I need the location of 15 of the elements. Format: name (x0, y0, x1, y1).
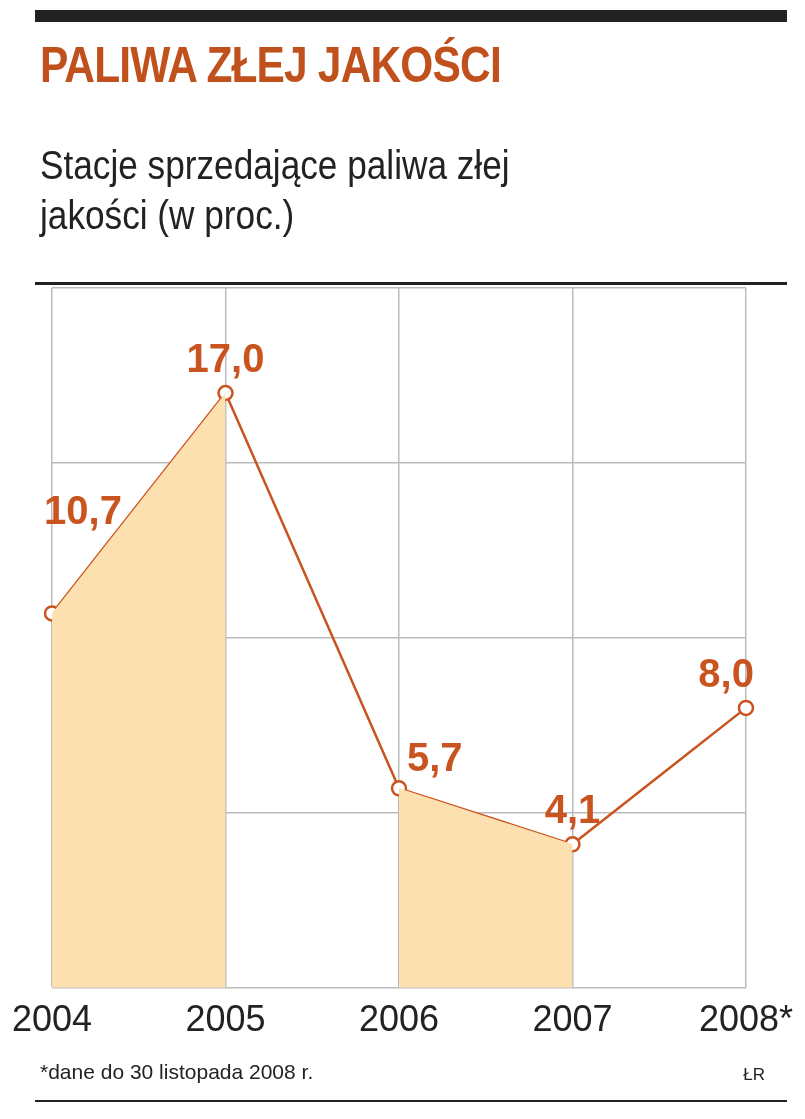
x-tick-label: 2006 (358, 998, 440, 1040)
x-tick-label: 2008* (698, 998, 794, 1040)
data-label: 17,0 (186, 336, 265, 380)
data-label: 10,7 (44, 488, 122, 533)
data-label: 4,1 (544, 787, 601, 832)
x-tick-label: 2004 (12, 998, 93, 1040)
x-tick-label: 2007 (532, 998, 613, 1040)
chart-subtitle: Stacje sprzedające paliwa złej jakości (w proc.) (40, 142, 511, 239)
chart-title: PALIWA ZŁEJ JAKOŚCI (40, 36, 501, 94)
data-label: 8,0 (698, 650, 754, 695)
data-label: 5,7 (407, 735, 463, 780)
text: ŁR (743, 1065, 765, 1085)
text: *dane do 30 listopada 2008 r. (40, 1060, 314, 1084)
point (737, 699, 755, 717)
x-tick-label: 2005 (185, 998, 266, 1040)
